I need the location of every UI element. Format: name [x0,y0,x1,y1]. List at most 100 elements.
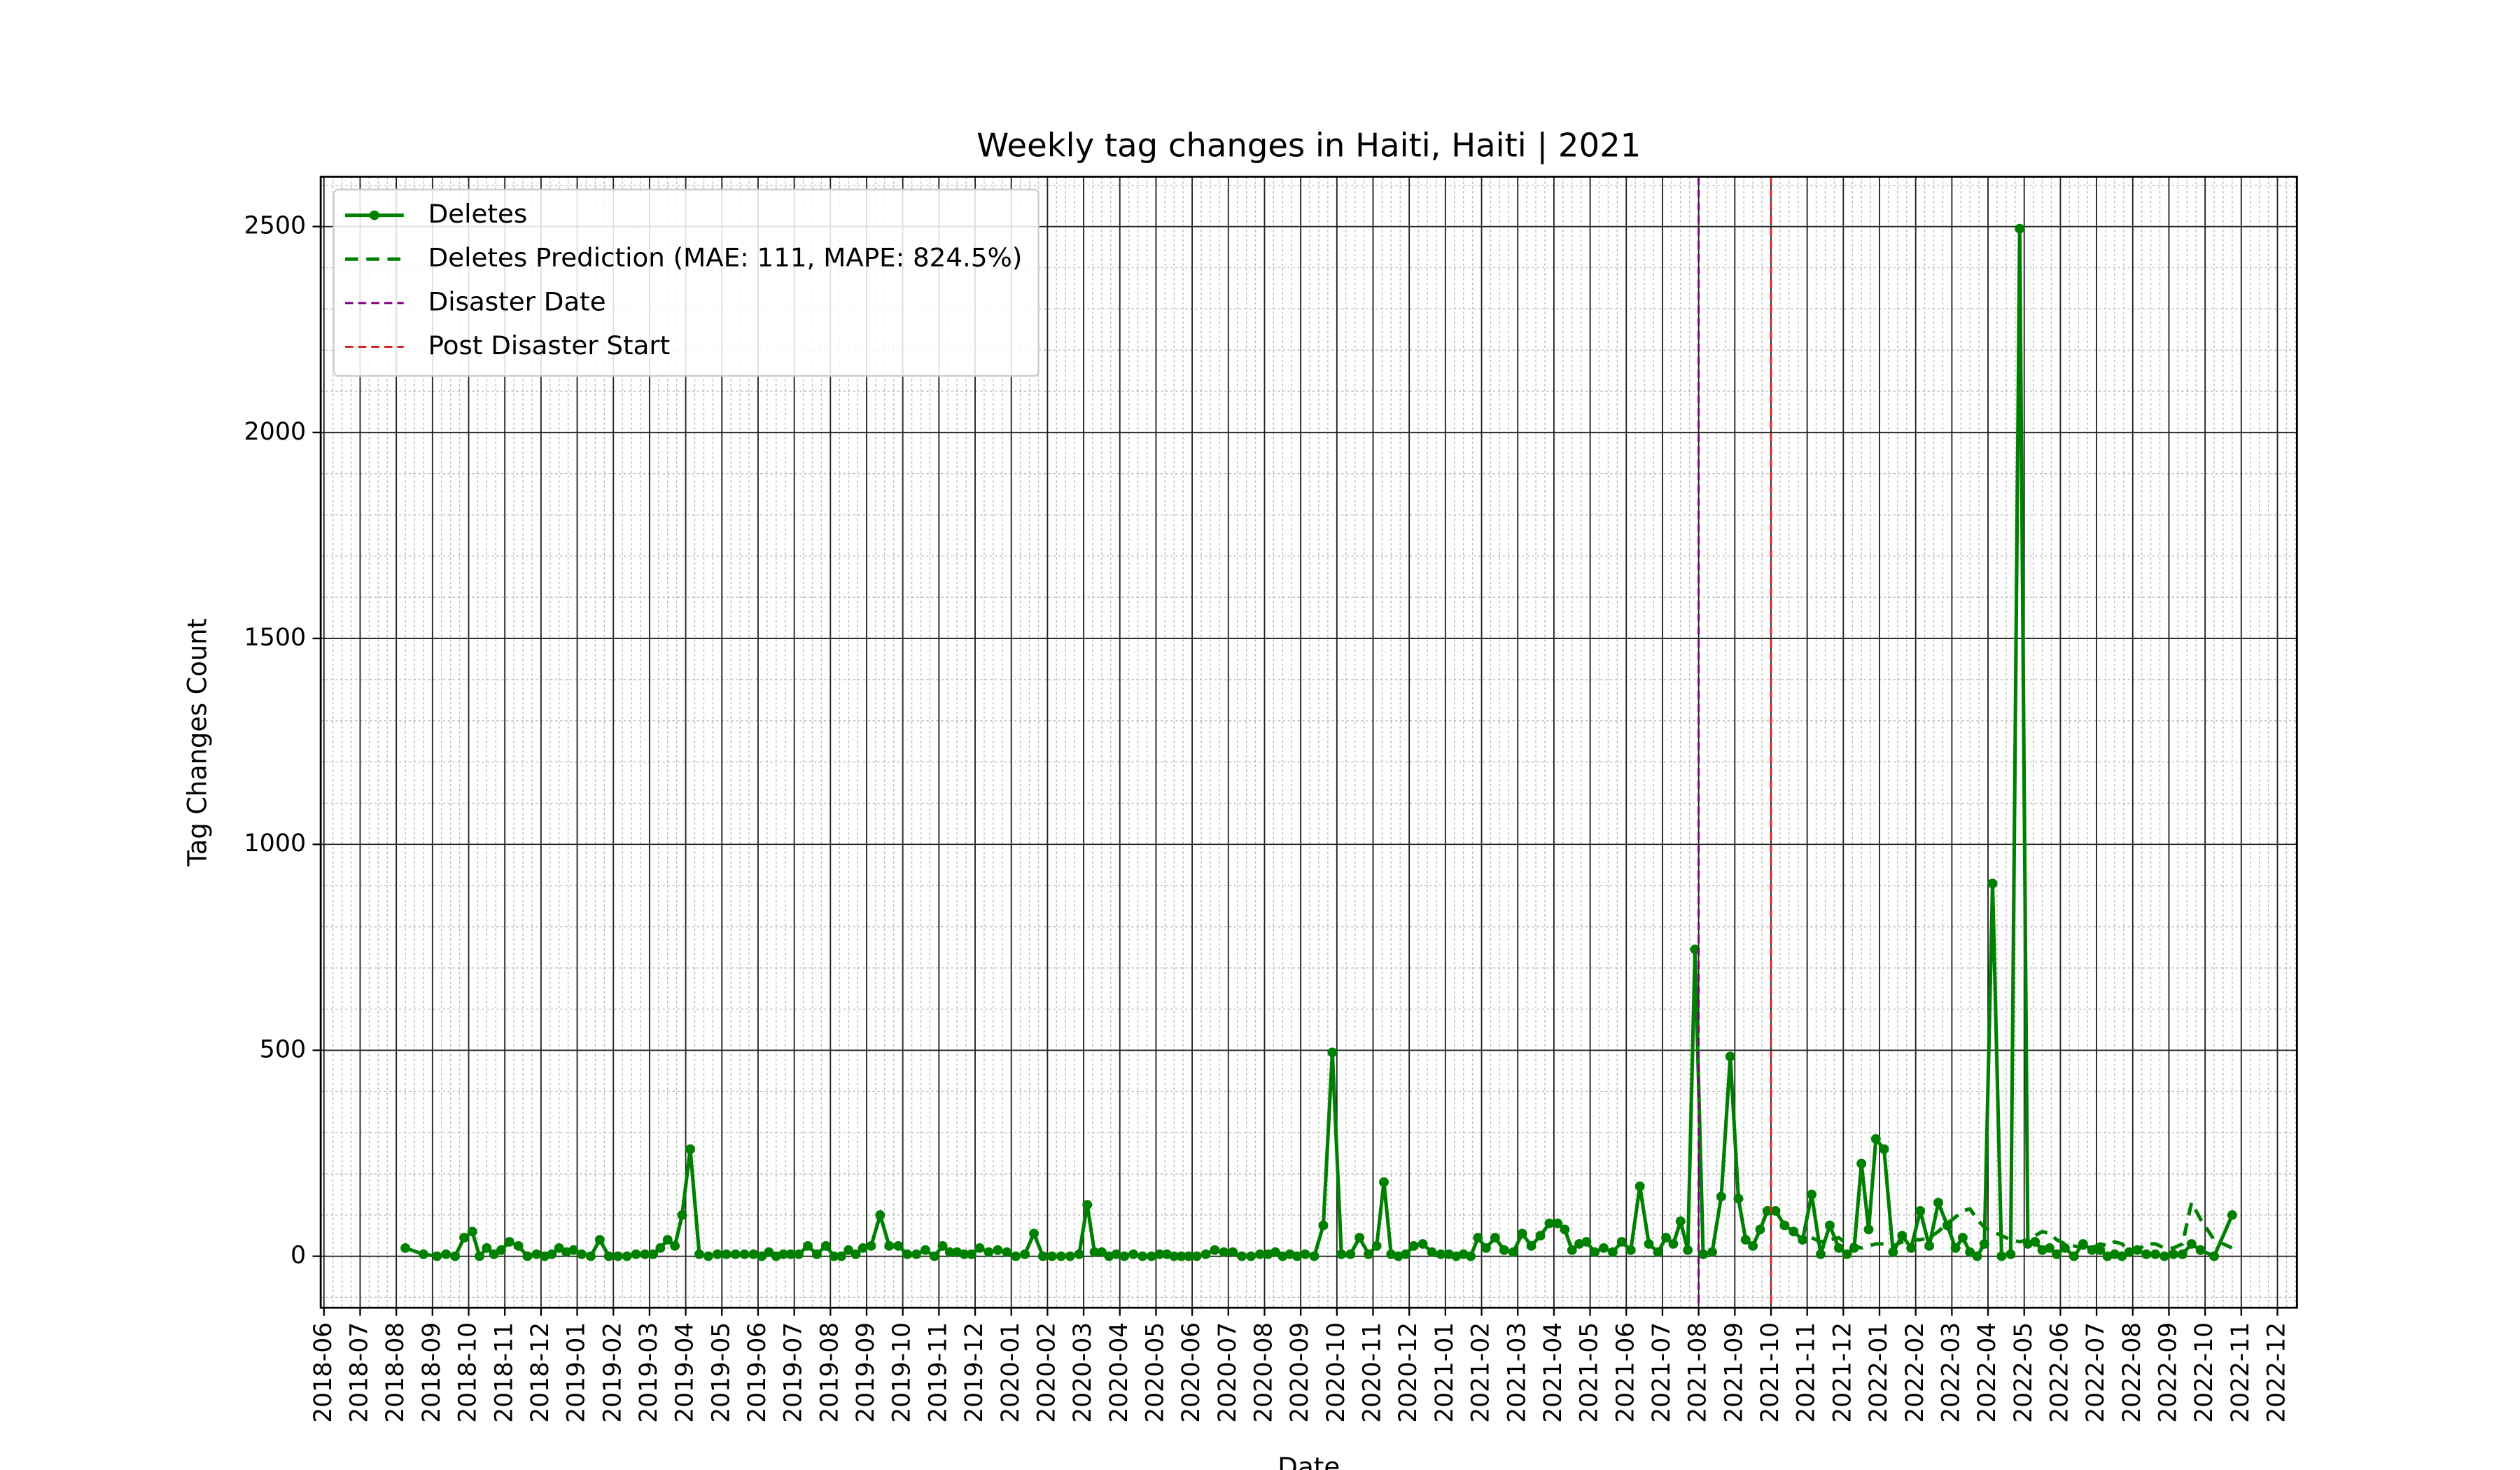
x-tick-label: 2022-10 [2190,1322,2218,1423]
data-point [1870,1134,1881,1144]
y-tick-label: 2500 [244,212,306,240]
data-point [730,1249,741,1259]
data-point [836,1251,846,1261]
data-point [400,1242,411,1253]
data-point [662,1235,673,1245]
data-point [1707,1247,1717,1257]
data-point [504,1237,514,1247]
data-point [640,1249,650,1259]
data-point [1065,1251,1075,1261]
data-point [1567,1245,1577,1255]
data-point [1965,1247,1975,1257]
data-point [1037,1251,1048,1261]
y-axis-label: Tag Changes Count [182,618,212,867]
data-point [547,1249,557,1259]
data-point [959,1249,969,1259]
data-point [694,1249,704,1259]
x-tick-label: 2020-01 [997,1322,1025,1423]
data-point [1863,1224,1874,1235]
data-point [1309,1251,1320,1261]
data-point [1046,1251,1057,1261]
data-point [1418,1239,1428,1249]
data-point [1082,1200,1093,1210]
data-point [1371,1241,1382,1251]
data-point [1807,1189,1817,1200]
data-point [811,1249,822,1259]
data-point [1327,1047,1338,1058]
data-point [1683,1245,1693,1255]
series-line [1811,1197,2233,1252]
data-point [1364,1249,1374,1259]
data-point [1508,1247,1518,1257]
data-point [1733,1194,1744,1204]
data-point [1798,1235,1808,1245]
data-point [1002,1247,1012,1257]
data-point [1996,1251,2007,1261]
data-point [1401,1249,1410,1259]
data-point [1590,1247,1600,1257]
data-point [418,1249,428,1259]
data-point [482,1242,492,1253]
data-point [1544,1218,1555,1228]
data-point [1490,1233,1500,1243]
data-point [1957,1233,1968,1243]
data-point [983,1247,994,1257]
data-point [1644,1239,1654,1249]
data-point [1924,1241,1935,1251]
x-axis-label: Date [1278,1452,1340,1470]
data-point [1616,1237,1627,1247]
data-point [1111,1249,1121,1259]
data-point [685,1144,696,1154]
data-point [450,1251,461,1261]
data-point [489,1249,499,1259]
x-tick-label: 2021-09 [1720,1322,1748,1423]
data-point [2095,1245,2106,1255]
data-point [1740,1235,1751,1245]
data-point [1906,1242,1917,1253]
data-point [1625,1245,1636,1255]
data-point [1210,1245,1220,1255]
x-tick-label: 2022-12 [2262,1322,2290,1423]
data-point [1833,1242,1844,1253]
data-point [803,1241,813,1251]
data-point [1176,1251,1186,1261]
x-tick-label: 2021-05 [1575,1322,1603,1423]
plot-area [400,176,2237,1308]
x-tick-label: 2018-12 [526,1322,554,1423]
x-tick-label: 2021-12 [1828,1322,1856,1423]
data-point [1788,1226,1799,1237]
y-tick-label: 2000 [244,418,306,446]
data-point [757,1251,767,1261]
data-point [1154,1249,1165,1259]
data-point [1560,1224,1570,1235]
data-point [1237,1251,1247,1261]
data-point [603,1251,614,1261]
x-tick-label: 2021-10 [1756,1322,1784,1423]
data-point [820,1241,831,1251]
data-point [1379,1177,1389,1187]
data-point [1748,1241,1758,1251]
data-point [568,1245,579,1255]
data-point [1146,1251,1156,1261]
data-point [594,1235,605,1245]
x-tick-label: 2021-04 [1539,1322,1567,1423]
data-point [1336,1249,1347,1259]
x-tick-label: 2018-07 [345,1322,373,1423]
data-point [1716,1191,1726,1202]
x-tick-label: 2022-04 [1973,1322,2001,1423]
x-tick-label: 2019-03 [635,1322,663,1423]
axes-frame [319,176,2298,1309]
data-point [1270,1247,1280,1257]
x-tick-label: 2019-09 [852,1322,880,1423]
data-point [1183,1251,1194,1261]
data-point [496,1245,506,1255]
x-tick-label: 2020-04 [1105,1322,1133,1423]
data-point [1318,1220,1329,1231]
data-point [2227,1210,2237,1220]
data-point [513,1241,524,1251]
data-point [670,1241,680,1251]
x-tick-label: 2020-11 [1358,1322,1386,1423]
x-tick-label: 2019-10 [888,1322,916,1423]
data-point [1879,1144,1889,1154]
